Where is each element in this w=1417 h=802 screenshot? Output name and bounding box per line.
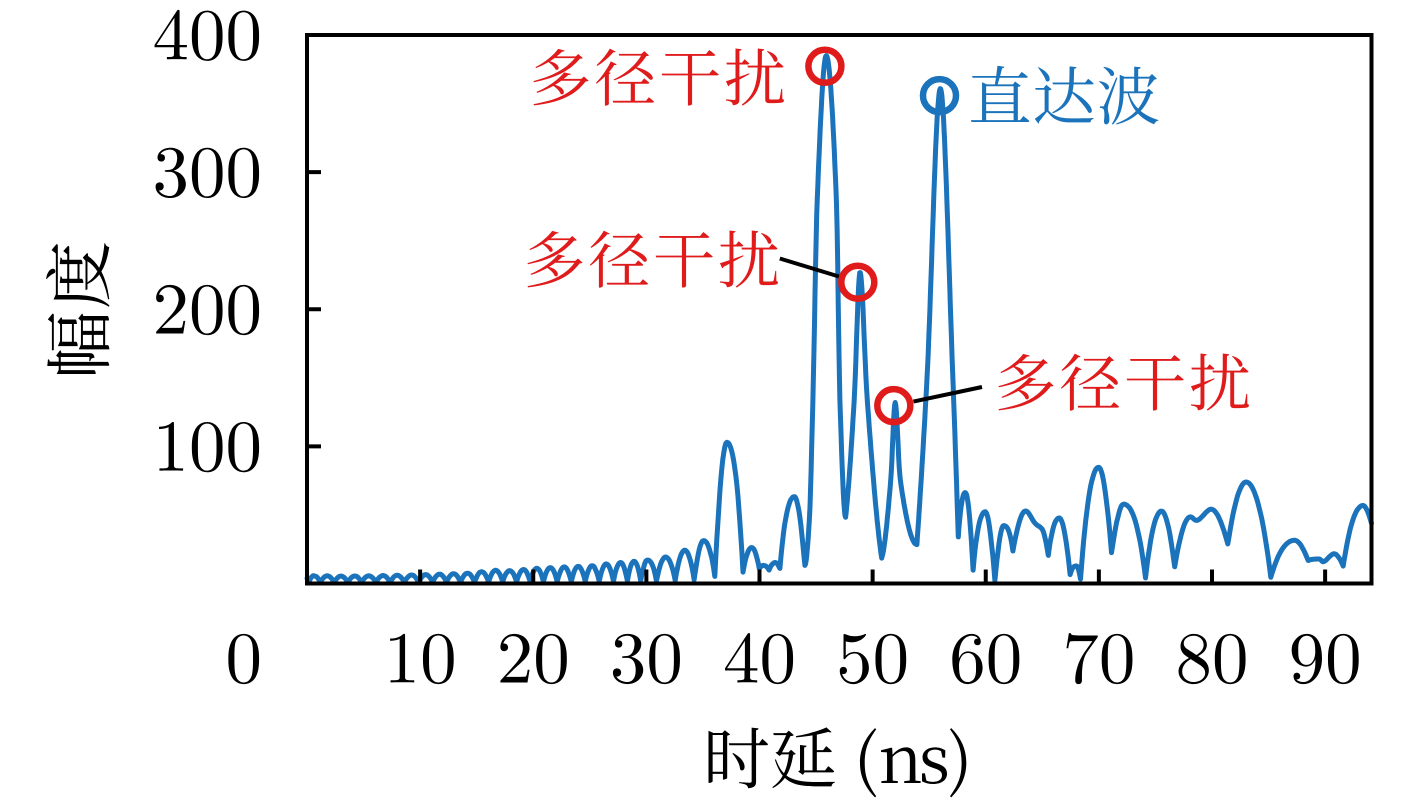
peak-marker-circle <box>874 385 914 426</box>
axes-layer <box>305 33 1374 586</box>
curve-layer <box>304 53 1374 586</box>
annotation-multipath-2: 多径干扰 <box>527 230 878 302</box>
peak-marker-circle <box>805 46 845 87</box>
annotation-direct-wave: 直达波 <box>919 65 1159 125</box>
signal-line <box>304 53 1374 586</box>
peak-marker-circle <box>838 262 878 302</box>
callout-line <box>779 256 840 279</box>
annotation-multipath-1: 多径干扰 <box>533 46 845 106</box>
peak-marker-circle <box>919 75 960 116</box>
annotation-layer: 多径干扰多径干扰多径干扰直达波 <box>527 46 1249 426</box>
callout-line <box>912 385 983 404</box>
annotation-multipath-3: 多径干扰 <box>874 353 1249 426</box>
